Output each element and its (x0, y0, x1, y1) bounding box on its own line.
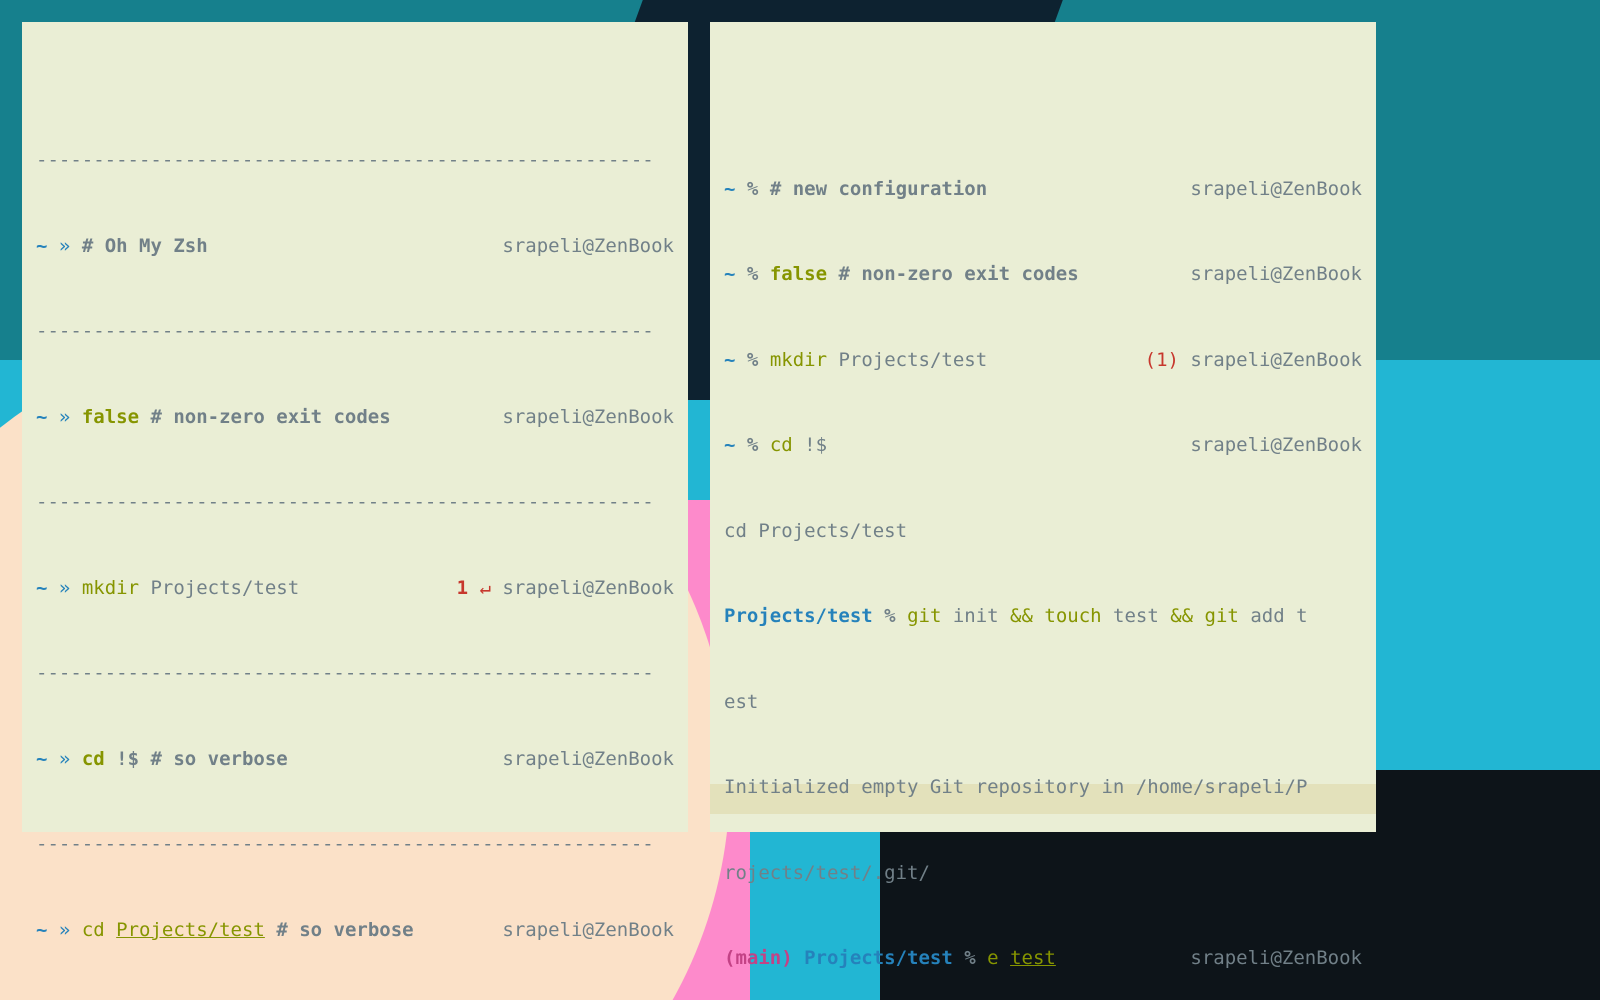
rule: ----------------------------------------… (36, 146, 674, 175)
terminal-right[interactable]: ~ % # new configuration srapeli@ZenBook … (710, 22, 1376, 832)
terminal-left[interactable]: ----------------------------------------… (22, 22, 688, 832)
prompt-line: ~ » # Oh My Zsh srapeli@ZenBook (36, 232, 674, 261)
